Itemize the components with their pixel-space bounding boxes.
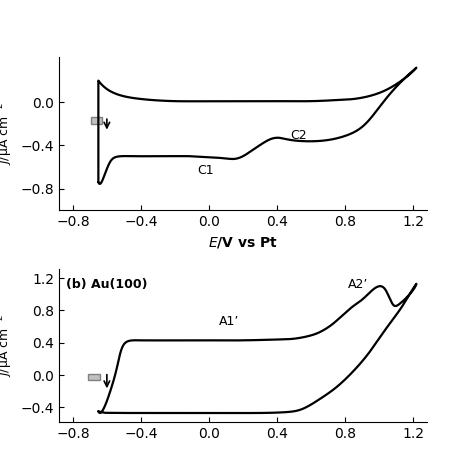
X-axis label: $\mathit{E}$/V vs Pt: $\mathit{E}$/V vs Pt	[208, 235, 278, 250]
Bar	[91, 117, 102, 124]
Text: C2: C2	[291, 129, 307, 142]
Text: C1: C1	[197, 164, 214, 176]
Text: A1’: A1’	[219, 315, 239, 328]
Y-axis label: $j$/μA cm$^{-2}$: $j$/μA cm$^{-2}$	[0, 314, 15, 376]
Text: A2’: A2’	[348, 278, 369, 291]
Text: (b) Au(100): (b) Au(100)	[66, 278, 147, 291]
Bar	[88, 374, 100, 380]
Y-axis label: $j$/μA cm$^{-2}$: $j$/μA cm$^{-2}$	[0, 102, 15, 165]
